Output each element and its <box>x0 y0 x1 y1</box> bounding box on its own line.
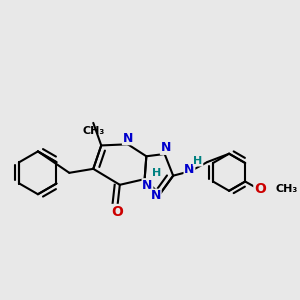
Text: CH₃: CH₃ <box>82 126 104 136</box>
Text: N: N <box>123 131 133 145</box>
Text: N: N <box>160 141 171 154</box>
Text: CH₃: CH₃ <box>275 184 298 194</box>
Text: H: H <box>152 168 161 178</box>
Text: H: H <box>194 156 202 166</box>
Text: N: N <box>142 179 153 192</box>
Text: O: O <box>254 182 266 196</box>
Text: N: N <box>151 189 161 203</box>
Text: O: O <box>112 205 124 219</box>
Text: N: N <box>184 164 195 176</box>
